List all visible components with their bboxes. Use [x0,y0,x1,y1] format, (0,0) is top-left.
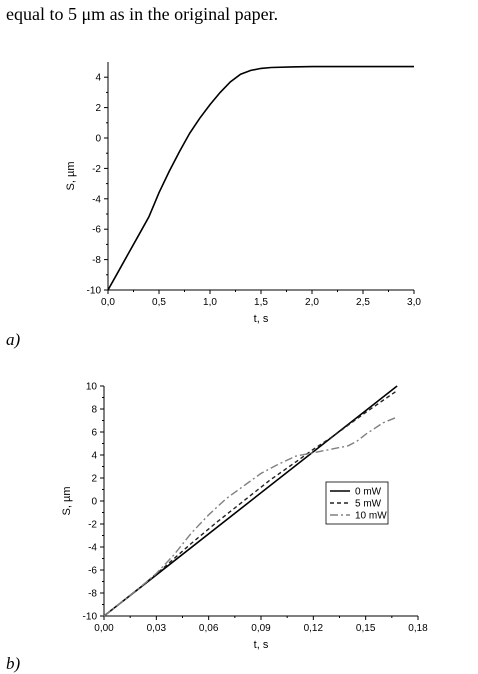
x-axis-title: t, s [254,639,269,651]
x-tick-label: 2,0 [305,297,319,308]
y-tick-label: 0 [95,134,101,145]
y-tick-label: 2 [91,474,97,485]
legend-label: 5 mW [355,499,382,510]
series-line-5-mw [103,390,398,617]
x-tick-label: 0,18 [408,623,428,634]
legend-label: 10 mW [355,511,387,522]
x-tick-label: 2,5 [356,297,370,308]
x-axis-title: t, s [254,313,269,325]
x-tick-label: 0,09 [251,623,271,634]
legend-label: 0 mW [355,487,382,498]
x-tick-label: 0,03 [147,623,167,634]
chart-b [100,385,419,620]
x-tick-label: 0,0 [101,297,115,308]
y-tick-label: 2 [95,103,101,114]
y-tick-label: -2 [88,520,97,531]
y-tick-label: 0 [91,497,97,508]
y-tick-label: 8 [91,405,97,416]
x-tick-label: 0,06 [199,623,219,634]
x-tick-label: 3,0 [407,297,421,308]
series-line-10-mw [103,416,398,617]
y-tick-label: -10 [83,612,98,623]
y-tick-label: 4 [95,73,101,84]
x-tick-label: 0,12 [304,623,324,634]
y-tick-label: -8 [88,589,97,600]
series-line-0 [107,65,414,291]
x-tick-label: 0,00 [94,623,114,634]
y-tick-label: -4 [88,543,97,554]
y-tick-label: 10 [86,382,98,393]
y-tick-label: 6 [91,428,97,439]
y-tick-label: -8 [92,255,101,266]
y-tick-label: -4 [92,194,101,205]
panel-label-b: b) [6,654,21,673]
y-tick-label: -6 [88,566,97,577]
x-tick-label: 1,5 [254,297,268,308]
y-tick-label: -10 [87,286,102,297]
y-axis-title: S, µm [65,162,77,191]
x-tick-label: 0,15 [356,623,376,634]
y-tick-label: 4 [91,451,97,462]
x-tick-label: 0,5 [152,297,166,308]
chart-a [104,62,415,294]
legend-box [325,481,389,525]
x-tick-label: 1,0 [203,297,217,308]
y-tick-label: -2 [92,164,101,175]
panel-label-a: a) [6,330,21,349]
y-axis-title: S, µm [61,487,73,516]
caption-text: equal to 5 μm as in the original paper. [6,4,279,24]
y-tick-label: -6 [92,225,101,236]
